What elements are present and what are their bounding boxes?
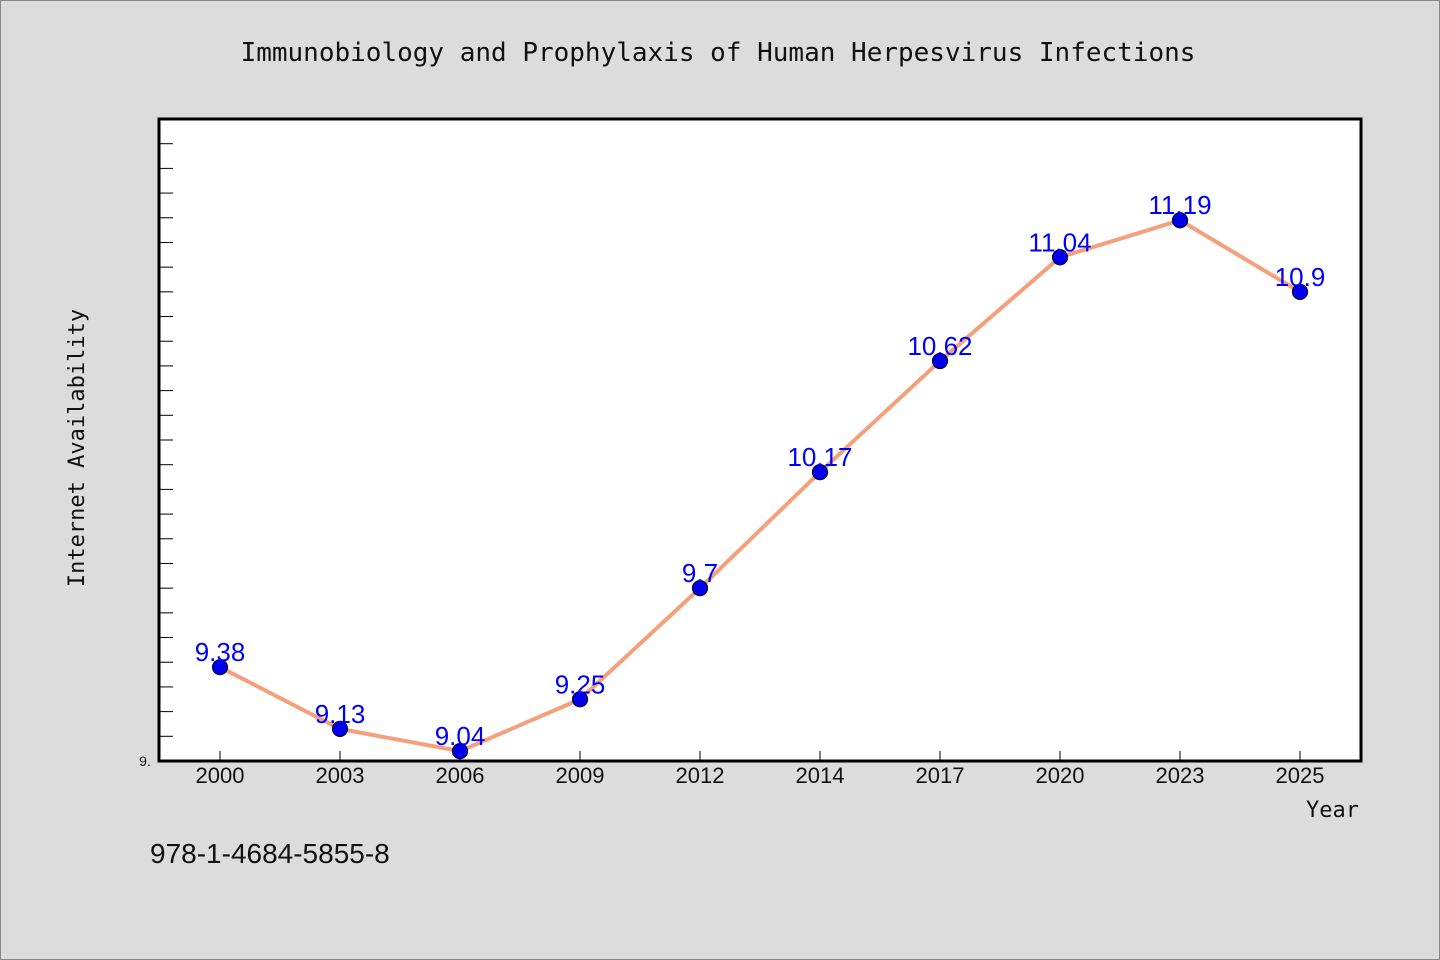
x-tick-label: 2009 xyxy=(556,763,605,788)
data-point xyxy=(811,464,829,481)
y-axis-label: Internet Availability xyxy=(65,309,90,587)
x-tick-label: 2003 xyxy=(316,763,365,788)
data-label: 9.13 xyxy=(315,699,366,729)
data-point xyxy=(331,720,349,738)
data-point xyxy=(1171,212,1189,229)
data-label: 9.25 xyxy=(555,669,606,699)
y-tick-label: 9. xyxy=(139,753,151,769)
data-label: 10.62 xyxy=(907,331,972,361)
x-tick-label: 2006 xyxy=(436,763,485,788)
x-tick-label: 2023 xyxy=(1156,763,1205,788)
data-label: 9.38 xyxy=(195,637,246,667)
x-tick-label: 2017 xyxy=(916,763,965,788)
data-label: 11.04 xyxy=(1028,227,1091,257)
isbn-text: 978-1-4684-5855-8 xyxy=(150,838,390,869)
x-tick-label: 2000 xyxy=(196,763,245,788)
data-label: 10.9 xyxy=(1275,262,1326,292)
data-point xyxy=(451,743,469,760)
data-labels: 9.38 9.13 9.04 9.25 9.7 10.17 10.62 11.04 11.19 1… xyxy=(195,190,1326,751)
series-line xyxy=(218,218,1302,754)
data-points xyxy=(211,212,1309,760)
data-point xyxy=(571,691,589,708)
x-axis-label: Year xyxy=(1306,798,1359,823)
data-point xyxy=(211,659,229,676)
data-point xyxy=(1291,283,1309,300)
data-label: 9.7 xyxy=(682,558,718,588)
x-tick-label: 2025 xyxy=(1276,763,1325,788)
x-tick-label: 2020 xyxy=(1036,763,1085,788)
data-point xyxy=(691,580,709,597)
data-label: 9.04 xyxy=(435,721,486,751)
x-tick-label: 2012 xyxy=(676,763,725,788)
x-axis-ticks: 2000 2003 2006 2009 2012 2014 2017 2020 2023 2025 xyxy=(196,751,1325,788)
x-tick-label: 2014 xyxy=(796,763,845,788)
data-point xyxy=(931,352,949,370)
y-axis-ticks xyxy=(159,143,173,737)
chart-title: Immunobiology and Prophylaxis of Human H… xyxy=(241,38,1196,68)
data-label: 11.19 xyxy=(1148,190,1211,220)
data-point xyxy=(1051,249,1069,266)
data-label: 10.17 xyxy=(787,442,852,472)
